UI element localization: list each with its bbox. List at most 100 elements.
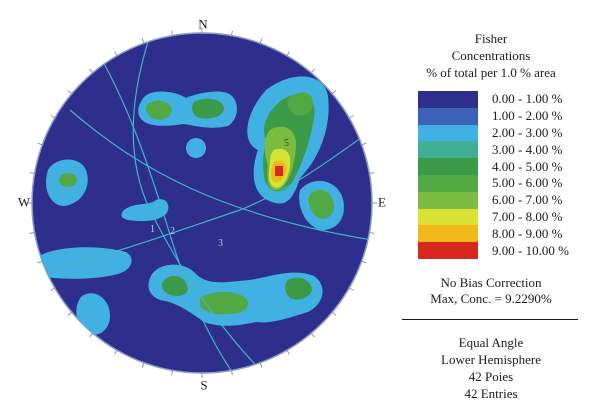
contour-center-left	[121, 199, 169, 222]
great-circle-labels: 1 2 3 5	[150, 138, 289, 249]
primitive-tick	[89, 68, 94, 74]
gc-label-1: 1	[150, 224, 155, 235]
legend-title-line: Concentrations	[451, 48, 531, 63]
legend-class-label: 2.00 - 3.00 %	[492, 124, 563, 140]
primitive-tick	[50, 287, 56, 291]
legend-class-row: 0.00 - 1.00 %	[418, 91, 586, 108]
legend-swatch	[418, 124, 478, 142]
primitive-tick	[141, 38, 145, 45]
divider	[402, 318, 578, 320]
legend-swatch	[418, 191, 478, 209]
legend-class-label: 6.00 - 7.00 %	[492, 192, 563, 208]
primitive-tick	[67, 90, 73, 95]
compass-north: N	[198, 16, 208, 32]
primitive-tick	[259, 361, 263, 368]
legend-class-label: 0.00 - 1.00 %	[492, 91, 563, 107]
legend-class-row: 6.00 - 7.00 %	[418, 191, 586, 209]
contour-south-green-c	[285, 277, 312, 300]
legend-class-row: 5.00 - 6.00 %	[418, 174, 586, 192]
legend-class-label: 8.00 - 9.00 %	[492, 225, 563, 241]
primitive-tick	[348, 287, 354, 291]
primitive-tick	[141, 361, 145, 368]
legend-swatch	[418, 174, 478, 192]
stats-block: No Bias Correction Max, Conc. = 9.2290%	[396, 275, 586, 307]
primitive-tick	[360, 260, 367, 264]
legend-title: Fisher Concentrations % of total per 1.0…	[396, 30, 586, 81]
legend-swatch	[418, 225, 478, 243]
contour-north-inner-b	[192, 98, 224, 119]
primitive-tick	[37, 142, 44, 146]
contour-east-inner	[308, 189, 334, 219]
contour-sw	[76, 293, 110, 336]
bias-correction-text: No Bias Correction	[440, 274, 542, 290]
stereonet-plot: 1 2 3 5	[27, 28, 377, 378]
primitive-tick	[348, 115, 354, 119]
projection-hemisphere: Lower Hemisphere	[441, 351, 541, 367]
legend-class-row: 9.00 - 10.00 %	[418, 242, 586, 259]
compass-south: S	[200, 377, 208, 393]
legend-class-row: 4.00 - 5.00 %	[418, 158, 586, 175]
contour-ne-upper-green	[287, 92, 313, 116]
primitive-tick	[310, 68, 315, 74]
legend-class-row: 3.00 - 4.00 %	[418, 141, 586, 159]
great-circle-4	[69, 109, 372, 241]
contour-north-inner-a	[145, 100, 172, 120]
legend-class-label: 7.00 - 8.00 %	[492, 208, 563, 224]
primitive-tick	[29, 172, 36, 175]
primitive-tick	[259, 38, 263, 45]
legend-swatch	[418, 107, 478, 125]
legend-swatch	[418, 158, 478, 175]
projection-angle: Equal Angle	[458, 334, 524, 350]
compass-east: E	[378, 194, 386, 210]
primitive-tick	[171, 30, 174, 37]
primitive-tick	[29, 231, 36, 234]
great-circle-1	[132, 41, 271, 373]
primitive-tick	[331, 311, 337, 316]
legend-class-label: 3.00 - 4.00 %	[492, 141, 563, 157]
legend-swatch	[418, 91, 478, 108]
gc-label-5: 5	[284, 138, 289, 149]
contour-spot-n	[186, 138, 206, 158]
primitive-tick	[286, 349, 290, 355]
legend-class-row: 1.00 - 2.00 %	[418, 107, 586, 125]
legend-class-label: 1.00 - 2.00 %	[492, 108, 563, 124]
projection-info: Equal Angle Lower Hemisphere 42 Poies 42…	[396, 334, 586, 402]
primitive-tick	[67, 311, 73, 316]
max-concentration-text: Max, Conc. = 9.2290%	[430, 290, 552, 306]
legend-title-line: Fisher	[474, 31, 508, 46]
density-contours	[32, 76, 344, 336]
primitive-tick	[368, 231, 375, 234]
primitive-tick	[331, 90, 337, 95]
primitive-tick	[286, 51, 290, 57]
great-circle-2	[101, 59, 237, 373]
legend-swatch	[418, 141, 478, 159]
primitive-tick	[310, 332, 315, 338]
legend-classes: 0.00 - 1.00 % 1.00 - 2.00 % 2.00 - 3.00 % 3…	[418, 91, 586, 259]
primitive-tick	[360, 142, 367, 146]
primitive-tick	[89, 332, 94, 338]
legend-panel: Fisher Concentrations % of total per 1.0…	[396, 30, 586, 402]
primitive-tick	[50, 115, 56, 119]
legend-swatch	[418, 242, 478, 259]
legend-class-row: 2.00 - 3.00 %	[418, 124, 586, 142]
legend-class-label: 4.00 - 5.00 %	[492, 158, 563, 174]
primitive-tick	[230, 30, 233, 37]
legend-class-label: 9.00 - 10.00 %	[492, 242, 569, 258]
legend-class-label: 5.00 - 6.00 %	[492, 175, 563, 191]
contour-west-inner	[59, 173, 77, 187]
gc-label-3: 3	[218, 238, 223, 249]
compass-west: W	[17, 194, 31, 210]
contour-south-green-a	[161, 275, 188, 296]
primitive-tick	[368, 172, 375, 175]
contour-max	[275, 166, 283, 176]
entries-count: 42 Entries	[464, 385, 518, 401]
contour-left-lower	[32, 247, 132, 279]
contour-south-green-b	[200, 292, 249, 315]
legend-swatch	[418, 208, 478, 226]
poles-count: 42 Poies	[468, 368, 514, 384]
gc-label-2: 2	[170, 226, 175, 237]
legend-class-row: 8.00 - 9.00 %	[418, 225, 586, 243]
primitive-tick	[171, 369, 174, 376]
legend-class-row: 7.00 - 8.00 %	[418, 208, 586, 226]
primitive-tick	[114, 349, 118, 355]
